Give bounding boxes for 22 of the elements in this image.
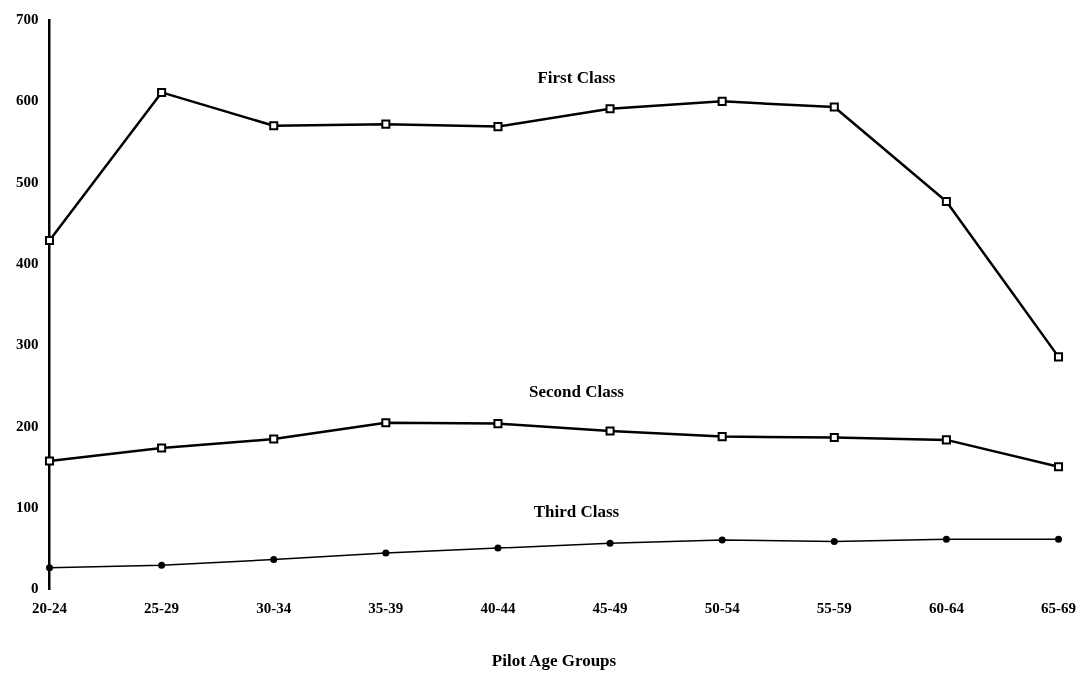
x-tick-label: 50-54	[704, 600, 741, 617]
y-tick-label: 300	[16, 336, 39, 353]
x-tick-label: 20-24	[32, 600, 68, 617]
x-tick-label: 45-49	[592, 600, 628, 617]
y-tick-label: 0	[31, 580, 39, 597]
series-label: Second Class	[528, 382, 625, 402]
y-tick-label: 100	[16, 499, 39, 516]
x-tick-label: 65-69	[1041, 600, 1076, 617]
series-label: First Class	[537, 67, 616, 87]
y-tick-label: 500	[16, 173, 39, 190]
y-tick-label: 200	[16, 417, 39, 434]
series-label: Third Class	[533, 502, 620, 522]
x-tick-label: 60-64	[928, 600, 965, 617]
y-tick-label: 700	[16, 10, 39, 27]
x-tick-label: 30-34	[256, 600, 292, 617]
y-tick-label: 400	[16, 254, 39, 271]
x-tick-label: 40-44	[480, 600, 516, 617]
x-axis-title: Pilot Age Groups	[491, 651, 617, 671]
x-tick-label: 35-39	[368, 600, 404, 617]
y-tick-label: 600	[16, 92, 39, 109]
x-tick-label: 25-29	[144, 600, 180, 617]
x-tick-label: 55-59	[816, 600, 852, 617]
